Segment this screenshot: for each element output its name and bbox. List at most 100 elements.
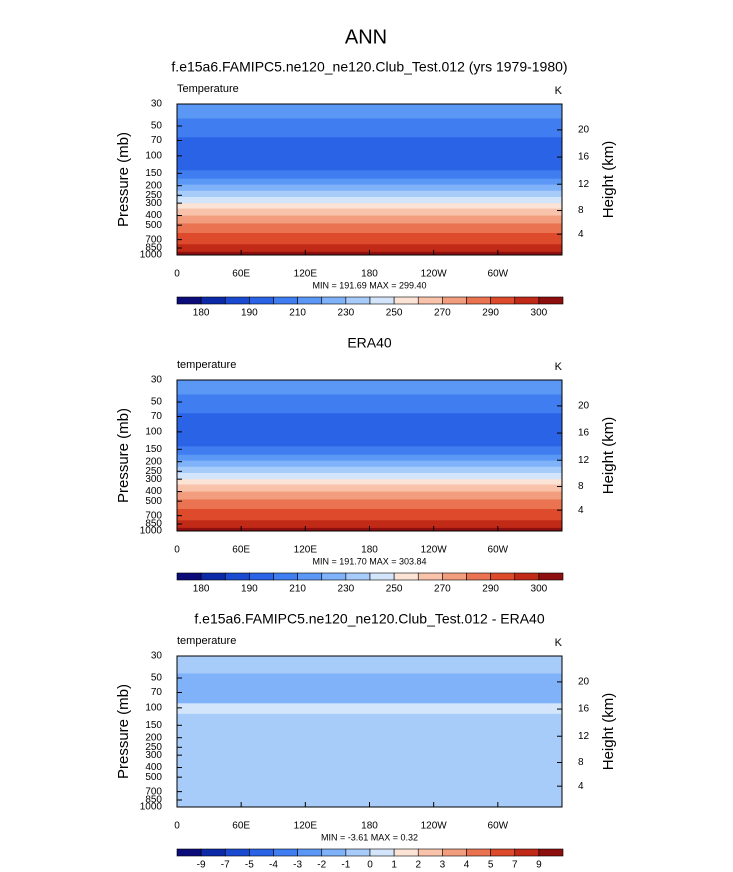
y-axis-label: Pressure (mb) [115,684,132,779]
colorbar-label: 5 [488,860,494,871]
colorbar-box [200,296,226,305]
contour-band [177,223,562,234]
colorbar-box [321,296,347,305]
main-title: ANN [345,26,387,48]
y-tick-label: 100 [145,150,162,161]
contour-band [177,394,562,414]
colorbar-label: -7 [221,860,230,871]
y-axis-label: Pressure (mb) [115,408,132,503]
y-tick-label: 850 [145,243,162,254]
y-tick-label: 200 [145,456,162,467]
colorbar-box [466,296,491,305]
colorbar-label: 4 [464,860,470,871]
colorbar-box [176,572,202,581]
x-tick-label: 0 [174,269,180,280]
colorbar-label: 300 [531,584,548,595]
contour-band [177,137,562,171]
y-tick-label: 100 [145,426,162,437]
x-tick-label: 0 [174,545,180,556]
colorbar-label: 250 [386,308,403,319]
y2-tick-label: 4 [578,229,584,240]
y2-tick-label: 12 [578,455,590,466]
y2-tick-label: 20 [578,125,590,136]
colorbar-box [297,572,323,581]
colorbar-box [442,572,467,581]
colorbar-box [200,572,226,581]
colorbar-box [393,296,419,305]
colorbar-box [176,848,202,857]
y-tick-label: 700 [145,234,162,245]
colorbar-box [369,296,395,305]
x-tick-label: 60W [488,269,509,280]
colorbar-label: 290 [482,584,499,595]
contour-band [177,509,562,521]
colorbar-label: 9 [536,860,542,871]
contour-band [177,460,562,468]
y2-tick-label: 4 [578,505,584,516]
contour-band [177,713,562,732]
colorbar-box [345,296,371,305]
contour-band [177,178,562,186]
colorbar-box [345,572,371,581]
stats: MIN = -3.61 MAX = 0.32 [321,832,418,842]
contour-band [177,233,562,245]
y-tick-label: 300 [145,750,162,761]
colorbar-label: 290 [482,308,499,319]
x-tick-label: 60E [232,269,250,280]
y2-tick-label: 20 [578,677,590,688]
x-tick-label: 120W [421,821,448,832]
colorbar-box [538,848,564,857]
y-tick-label: 500 [145,220,162,231]
y2-tick-label: 20 [578,401,590,412]
colorbar-box [466,572,491,581]
colorbar-label: 250 [386,584,403,595]
contour-band [177,196,562,204]
colorbar-box [514,848,540,857]
colorbar-label: 300 [531,308,548,319]
colorbar-box [442,296,467,305]
colorbar-box [538,296,564,305]
y2-tick-label: 16 [578,704,590,715]
x-tick-label: 0 [174,821,180,832]
x-tick-label: 60E [232,821,250,832]
y-tick-label: 300 [145,198,162,209]
colorbar-box [514,296,540,305]
contour-band [177,203,562,210]
contour-band [177,104,562,119]
colorbar-box [369,848,395,857]
panel: f.e15a6.FAMIPC5.ne120_ne120.Club_Test.01… [115,59,617,319]
contour-band [177,215,562,224]
colorbar-label: -9 [197,860,206,871]
y2-tick-label: 12 [578,179,590,190]
y-tick-label: 850 [145,795,162,806]
y-tick-label: 250 [145,742,162,753]
x-tick-label: 120W [421,269,448,280]
y-tick-label: 150 [145,444,162,455]
contour-band [177,520,562,529]
colorbar-box [417,848,443,857]
y-tick-label: 150 [145,720,162,731]
y-tick-label: 30 [151,99,163,110]
contour-band [177,491,562,500]
y-tick-label: 1000 [140,250,163,261]
colorbar-box [321,572,347,581]
y-tick-label: 1000 [140,526,163,537]
colorbar-box [490,572,516,581]
y2-tick-label: 8 [578,481,584,492]
y2-axis-label: Height (km) [600,417,617,495]
stats: MIN = 191.69 MAX = 299.40 [312,280,426,290]
colorbar-label: 190 [241,308,258,319]
y-tick-label: 250 [145,190,162,201]
colorbar-box [417,572,443,581]
colorbar-box [393,572,419,581]
x-tick-label: 60E [232,545,250,556]
colorbar-box [466,848,491,857]
y-tick-label: 50 [151,673,163,684]
contour-band [177,499,562,510]
contour-band [177,703,562,715]
stats: MIN = 191.70 MAX = 303.84 [312,556,426,566]
y-tick-label: 70 [151,411,163,422]
y-tick-label: 50 [151,121,163,132]
y-tick-label: 70 [151,135,163,146]
